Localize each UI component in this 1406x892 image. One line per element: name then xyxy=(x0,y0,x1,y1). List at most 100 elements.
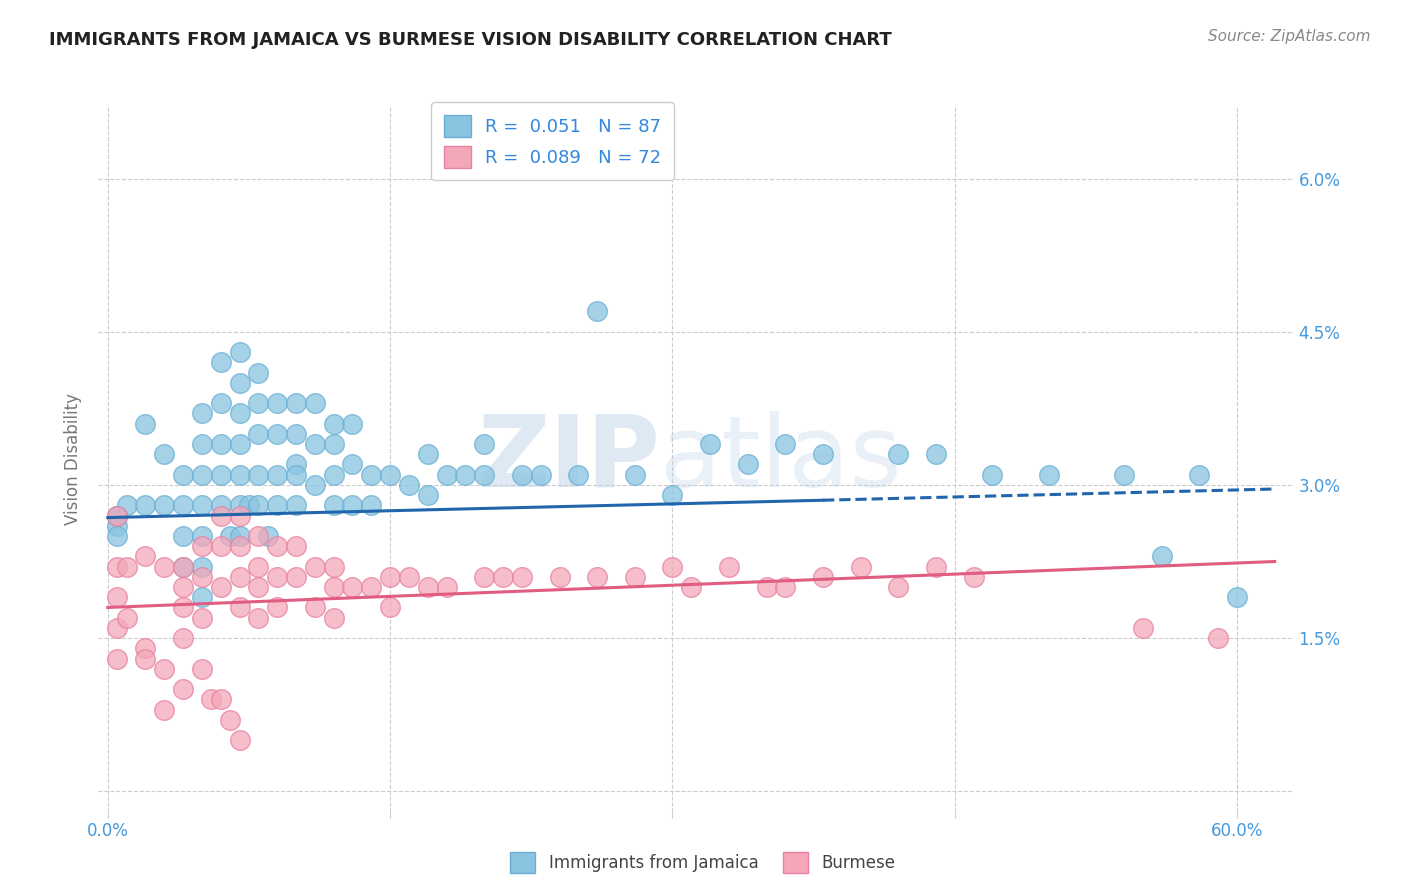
Point xyxy=(266,467,288,482)
Point xyxy=(737,458,759,472)
Point xyxy=(153,499,176,513)
Point xyxy=(247,610,270,624)
Point xyxy=(454,467,477,482)
Point xyxy=(510,570,533,584)
Point xyxy=(1206,631,1229,645)
Point xyxy=(1226,591,1249,605)
Point xyxy=(228,345,250,359)
Point xyxy=(285,570,308,584)
Point xyxy=(962,570,984,584)
Point xyxy=(105,621,128,635)
Point xyxy=(699,437,721,451)
Point xyxy=(1114,467,1136,482)
Point xyxy=(510,467,533,482)
Point xyxy=(191,662,214,676)
Point xyxy=(191,570,214,584)
Point xyxy=(360,467,382,482)
Point xyxy=(191,467,214,482)
Point xyxy=(172,467,194,482)
Point xyxy=(681,580,703,594)
Point xyxy=(304,437,326,451)
Point xyxy=(472,467,495,482)
Y-axis label: Vision Disability: Vision Disability xyxy=(65,393,83,525)
Point xyxy=(134,641,156,656)
Point xyxy=(228,600,250,615)
Point xyxy=(285,539,308,553)
Point xyxy=(304,600,326,615)
Point xyxy=(416,580,439,594)
Point xyxy=(209,355,232,369)
Point xyxy=(256,529,278,543)
Legend: Immigrants from Jamaica, Burmese: Immigrants from Jamaica, Burmese xyxy=(503,846,903,880)
Point xyxy=(398,478,420,492)
Point xyxy=(398,570,420,584)
Point xyxy=(105,508,128,523)
Point xyxy=(811,447,834,461)
Point xyxy=(436,467,458,482)
Point xyxy=(304,396,326,410)
Point xyxy=(342,499,364,513)
Point xyxy=(849,559,872,574)
Point xyxy=(153,662,176,676)
Point xyxy=(105,559,128,574)
Point xyxy=(567,467,589,482)
Point xyxy=(105,508,128,523)
Point xyxy=(134,651,156,665)
Point xyxy=(228,529,250,543)
Legend: R =  0.051   N = 87, R =  0.089   N = 72: R = 0.051 N = 87, R = 0.089 N = 72 xyxy=(432,102,673,180)
Point xyxy=(266,570,288,584)
Text: Source: ZipAtlas.com: Source: ZipAtlas.com xyxy=(1208,29,1371,44)
Point xyxy=(172,499,194,513)
Point xyxy=(191,591,214,605)
Point xyxy=(228,467,250,482)
Point xyxy=(925,447,948,461)
Point xyxy=(209,467,232,482)
Point xyxy=(266,426,288,441)
Point xyxy=(304,478,326,492)
Point xyxy=(322,559,344,574)
Point xyxy=(285,396,308,410)
Point xyxy=(209,396,232,410)
Point xyxy=(191,559,214,574)
Point xyxy=(530,467,553,482)
Point xyxy=(416,488,439,502)
Point xyxy=(105,508,128,523)
Point xyxy=(105,529,128,543)
Point xyxy=(304,559,326,574)
Point xyxy=(247,529,270,543)
Point xyxy=(322,580,344,594)
Point xyxy=(378,467,401,482)
Point xyxy=(172,529,194,543)
Point xyxy=(153,559,176,574)
Point xyxy=(134,499,156,513)
Point xyxy=(191,406,214,420)
Point xyxy=(285,467,308,482)
Point xyxy=(285,458,308,472)
Point xyxy=(775,437,797,451)
Point xyxy=(378,600,401,615)
Point xyxy=(228,406,250,420)
Point xyxy=(247,426,270,441)
Point xyxy=(153,703,176,717)
Point xyxy=(247,467,270,482)
Point xyxy=(623,467,645,482)
Point xyxy=(247,396,270,410)
Point xyxy=(322,610,344,624)
Point xyxy=(1038,467,1060,482)
Point xyxy=(661,488,683,502)
Point xyxy=(1150,549,1173,564)
Point xyxy=(266,396,288,410)
Point xyxy=(134,549,156,564)
Point xyxy=(623,570,645,584)
Point xyxy=(228,508,250,523)
Point xyxy=(209,692,232,706)
Point xyxy=(191,437,214,451)
Point xyxy=(586,304,609,318)
Point xyxy=(322,467,344,482)
Point xyxy=(247,499,270,513)
Point xyxy=(378,570,401,584)
Point xyxy=(191,529,214,543)
Point xyxy=(322,499,344,513)
Point xyxy=(416,447,439,461)
Point xyxy=(219,529,242,543)
